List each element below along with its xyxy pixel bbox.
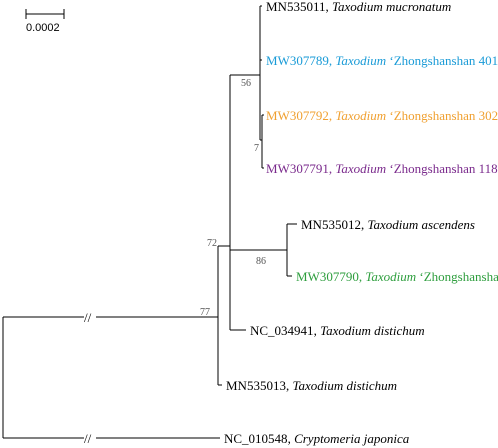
taxon-label-mn535012: MN535012, Taxodium ascendens <box>301 217 475 232</box>
scale-bar-label: 0.0002 <box>26 22 60 34</box>
taxon-label-mw307789: MW307789, Taxodium ‘Zhongshanshan 401’ <box>266 53 498 68</box>
taxon-label-mw307790: MW307790, Taxodium ‘Zhongshanshan 61’ <box>296 269 498 284</box>
taxon-label-mw307792: MW307792, Taxodium ‘Zhongshanshan 302’ <box>266 108 498 123</box>
support-value: 77 <box>200 307 210 318</box>
branch-break-marks: // // <box>84 310 96 446</box>
support-value: 7 <box>254 143 259 154</box>
support-value: 56 <box>241 78 251 89</box>
taxon-label-mn535013: MN535013, Taxodium distichum <box>226 378 397 393</box>
taxon-label-mn535011: MN535011, Taxodium mucronatum <box>266 0 451 14</box>
break-mark-ingroup: // <box>84 310 92 325</box>
break-mark-outgroup: // <box>84 431 92 446</box>
taxon-label-nc034941: NC_034941, Taxodium distichum <box>250 323 425 338</box>
tree-branches <box>2 5 297 439</box>
taxon-label-mw307791: MW307791, Taxodium ‘Zhongshanshan 118’ <box>266 161 498 176</box>
scale-bar: 0.0002 <box>25 9 65 34</box>
support-value: 72 <box>207 238 217 249</box>
taxon-label-nc010548: NC_010548, Cryptomeria japonica <box>224 431 410 446</box>
support-value: 86 <box>256 256 266 267</box>
taxon-labels: MN535011, Taxodium mucronatum MW307789, … <box>224 0 498 446</box>
support-values: 56 7 72 86 77 <box>200 78 266 318</box>
